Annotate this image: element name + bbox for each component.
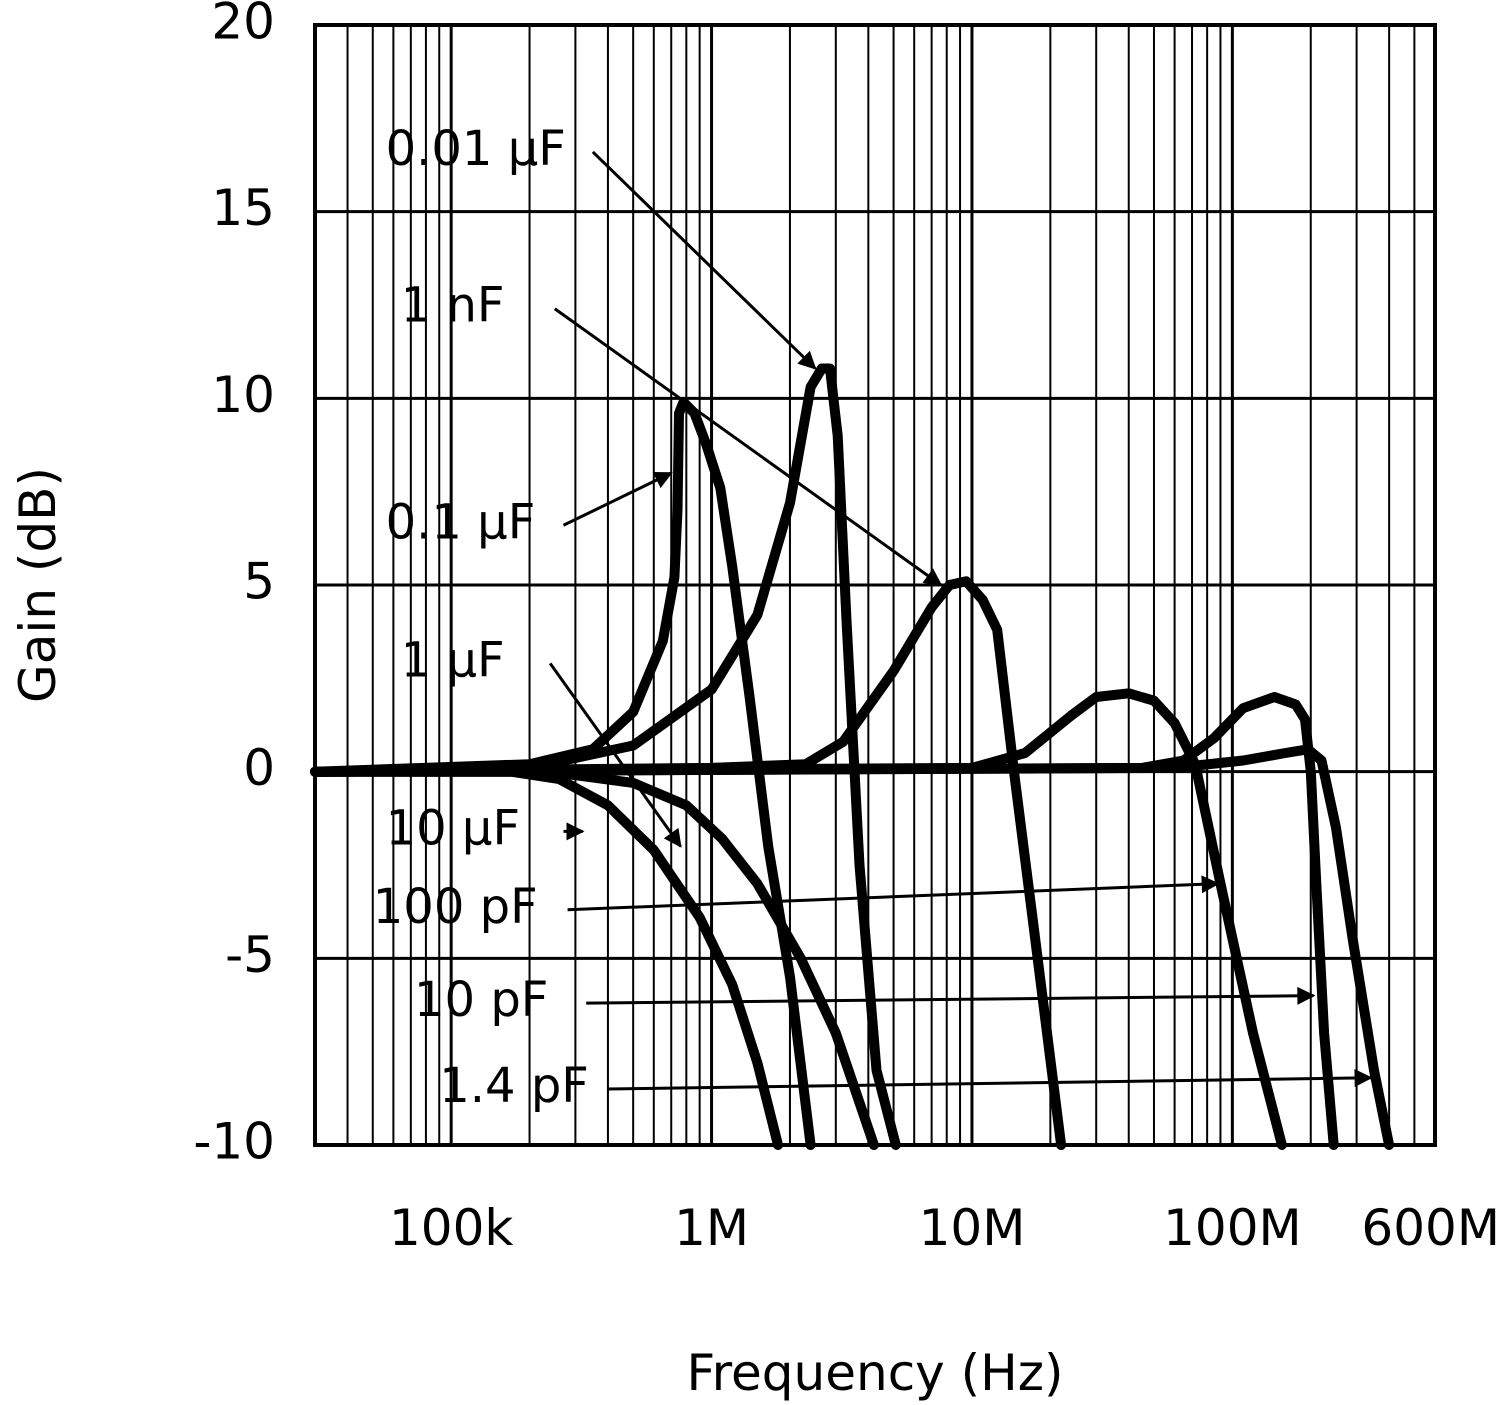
axis-ticks: 100k 1M 10M 100M 600M 20 15 10 5 0 -5 -10 xyxy=(193,0,1500,1257)
series-line-100-pf xyxy=(310,688,1287,1150)
y-axis-label: Gain (dB) xyxy=(9,467,67,703)
y-tick-label: 10 xyxy=(211,366,275,424)
plot-annotations: 0.01 µF 1 nF 0.1 µF 1 µF 10 µF 100 pF 10 pF 1.4… xyxy=(373,121,1373,1114)
annotation-arrow-1-uf xyxy=(548,662,682,848)
y-tick-label: -5 xyxy=(225,926,275,984)
series-line-10-pf xyxy=(310,692,1339,1150)
annotation-arrow-0-1-uf xyxy=(562,471,673,527)
annotation-label-0-1-uf: 0.1 µF xyxy=(386,494,536,550)
annotation-arrow-1-4-pf xyxy=(607,1069,1373,1091)
plot-frame xyxy=(313,23,1437,1147)
y-tick-label: 20 xyxy=(211,0,275,51)
plot-curves xyxy=(310,363,1395,1150)
annotation-label-10-uf: 10 µF xyxy=(386,800,520,856)
plot-border xyxy=(313,23,1437,1147)
annotation-label-1-uf: 1 µF xyxy=(401,632,505,688)
annotation-label-10-pf: 10 pF xyxy=(414,972,548,1028)
series-line-0-01-uf xyxy=(310,363,901,1150)
y-tick-label: -10 xyxy=(193,1113,275,1171)
annotation-arrow-10-pf xyxy=(586,986,1316,1005)
series-line-1-4-pf xyxy=(310,744,1395,1150)
annotation-arrow-0-01-uf xyxy=(591,150,817,370)
x-tick-label: 100M xyxy=(1163,1199,1302,1257)
x-tick-label: 100k xyxy=(389,1199,513,1257)
x-tick-label: 1M xyxy=(674,1199,749,1257)
x-tick-label: 10M xyxy=(919,1199,1026,1257)
annotation-label-0-01-uf: 0.01 µF xyxy=(386,121,566,177)
annotation-arrow-1-nf xyxy=(553,307,943,587)
annotation-label-1-nf: 1 nF xyxy=(401,278,505,334)
x-tick-label: 600M xyxy=(1361,1199,1500,1257)
annotation-label-1-4-pf: 1.4 pF xyxy=(439,1058,589,1114)
y-tick-label: 15 xyxy=(211,179,275,237)
annotation-label-100-pf: 100 pF xyxy=(373,879,538,935)
y-tick-label: 0 xyxy=(243,739,275,797)
y-tick-label: 5 xyxy=(243,553,275,611)
x-axis-label: Frequency (Hz) xyxy=(686,1344,1063,1402)
annotation-arrow-100-pf xyxy=(567,875,1220,912)
